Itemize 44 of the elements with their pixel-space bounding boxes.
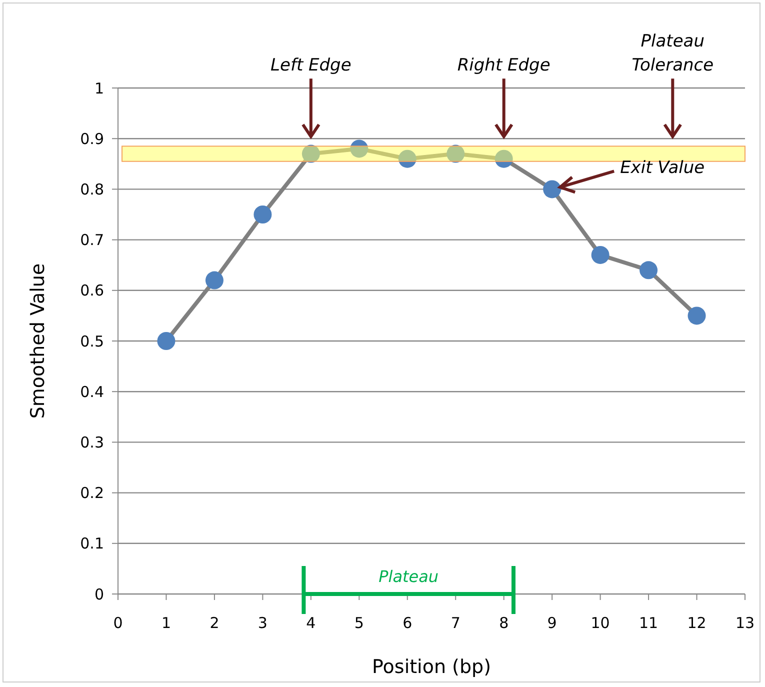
y-tick-label: 0.1 [80,534,104,553]
x-tick-label: 5 [354,614,364,632]
point [350,140,368,158]
point [446,144,465,163]
point [302,144,320,163]
x-tick-label: 2 [210,614,220,632]
y-tick-label: 0 [94,585,104,604]
point [157,332,176,350]
text: Right Edge [457,56,550,76]
x-tick-label: 13 [735,614,755,632]
y-tick-label: 0.7 [80,231,104,250]
x-tick-label: 1 [161,614,172,632]
y-tick-label: 0.4 [80,382,104,401]
x-tick-label: 7 [450,614,460,632]
x-tick-label: 11 [638,614,658,632]
y-tick-label: 0.8 [80,180,104,198]
x-tick-label: 0 [113,614,123,632]
point [494,150,513,168]
point [205,271,224,290]
x-tick-label: 6 [402,614,412,632]
x-tick-label: 3 [258,614,268,632]
y-axis-title: Smoothed Value [27,263,49,419]
y-tick-label: 0.6 [80,282,104,300]
x-axis-title: Position (bp) [372,656,491,678]
point [591,246,610,264]
y-tick-label: 0.9 [80,130,104,148]
x-tick-label: 12 [687,614,706,632]
y-tick-label: 0.3 [80,433,104,452]
point [688,306,706,325]
annotation: Plateau [378,567,439,586]
text: Left Edge [270,56,352,76]
annotation: Exit Value [620,158,705,178]
x-tick-label: 10 [590,614,610,632]
x-tick-label: 4 [306,614,316,632]
point [398,150,416,168]
y-tick-label: 0.5 [80,332,104,350]
y-tick-label: 0.2 [80,484,104,502]
point [640,261,658,280]
x-tick-label: 9 [547,614,557,632]
x-tick-label: 8 [499,614,509,632]
text: Plateau Tolerance [632,32,714,76]
y-tick-label: 1 [94,79,104,98]
point [254,206,272,224]
point [543,180,562,198]
